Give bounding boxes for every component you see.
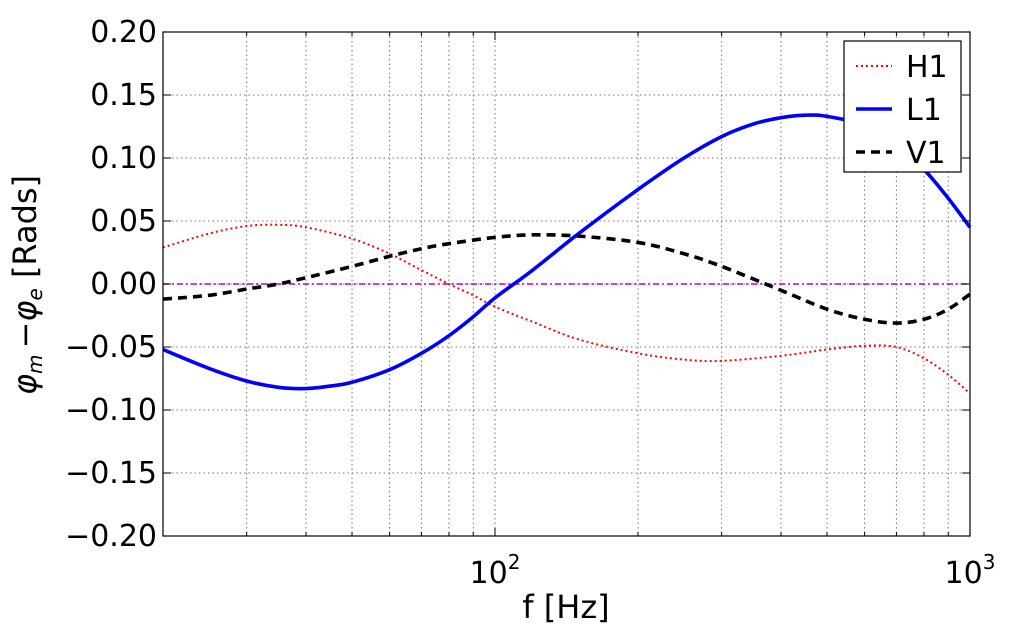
y-tick-label: −0.15: [65, 456, 157, 491]
y-axis-label: φm−φe [Rads]: [6, 175, 47, 395]
y-tick-label: 0.00: [90, 267, 157, 302]
y-tick-label: −0.05: [65, 330, 157, 365]
x-tick-exponent: 2: [508, 550, 521, 574]
legend: H1 L1 V1: [843, 40, 962, 173]
series-line-h1: [162, 223, 971, 395]
x-tick-label: 103: [945, 550, 996, 591]
y-label-sub-m: m: [23, 354, 47, 373]
y-tick-label: −0.20: [65, 519, 157, 554]
y-label-unit: [Rads]: [6, 175, 44, 288]
legend-label-h1: H1: [906, 50, 948, 85]
legend-label-l1: L1: [906, 93, 942, 128]
y-label-sub-e: e: [23, 288, 47, 300]
series-line-v1: [162, 232, 972, 325]
y-tick-labels: −0.20 −0.15 −0.10 −0.05 0.00 0.05 0.10 0.15 0.20: [65, 15, 157, 554]
x-tick-base: 10: [945, 556, 983, 591]
x-axis-label: f [Hz]: [522, 588, 609, 626]
y-label-phi-e: φ: [6, 301, 44, 322]
x-tick-labels: 102 103: [470, 550, 996, 591]
y-tick-label: 0.20: [90, 15, 157, 50]
y-tick-label: 0.15: [90, 78, 157, 113]
y-label-minus: −: [6, 322, 44, 349]
x-tick-base: 10: [470, 556, 508, 591]
x-tick-label: 102: [470, 550, 521, 591]
legend-items: H1 L1 V1: [856, 50, 948, 171]
y-tick-label: 0.10: [90, 141, 157, 176]
y-label-phi-m: φ: [6, 374, 44, 395]
y-tick-label: 0.05: [90, 204, 157, 239]
x-tick-exponent: 3: [983, 550, 996, 574]
tick-marks: [162, 31, 971, 537]
legend-box: [843, 40, 962, 173]
y-tick-label: −0.10: [65, 393, 157, 428]
legend-label-v1: V1: [906, 136, 946, 171]
